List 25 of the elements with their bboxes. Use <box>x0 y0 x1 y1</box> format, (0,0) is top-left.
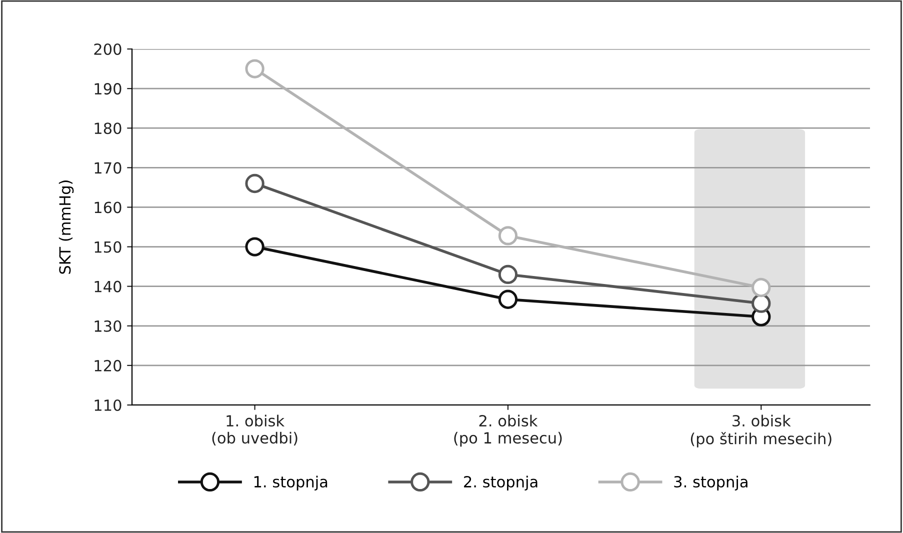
x-tick-label: 3. obisk (po štirih mesecih) <box>690 414 832 448</box>
point <box>245 174 264 194</box>
point <box>752 294 771 313</box>
point <box>245 59 264 78</box>
y-tick-label: 120 <box>94 360 122 372</box>
y-tick-label: 130 <box>94 320 122 332</box>
y-axis-title: SKT (mmHg) <box>58 180 74 274</box>
y-tick-label: 160 <box>94 202 122 214</box>
y-tick-label: 180 <box>94 122 122 134</box>
y-tick-label: 200 <box>94 43 122 56</box>
legend-label: 3. stopnja <box>674 476 748 490</box>
point <box>752 278 771 298</box>
point <box>498 264 518 284</box>
x-tick-label: 1. obisk (ob uvedbi) <box>212 414 298 446</box>
point <box>498 290 518 309</box>
y-tick-label: 170 <box>94 162 122 174</box>
point <box>245 237 264 256</box>
x-tick-label: 2. obisk (po 1 mesecu) <box>454 414 562 447</box>
legend-label: 2. stopnja <box>464 476 538 490</box>
legend-label: 1. stopnja <box>254 476 328 490</box>
point <box>498 226 518 246</box>
y-tick-label: 190 <box>94 83 122 95</box>
y-tick-label: 110 <box>94 399 122 412</box>
y-tick-label: 150 <box>94 241 122 253</box>
y-tick-label: 140 <box>94 280 122 292</box>
